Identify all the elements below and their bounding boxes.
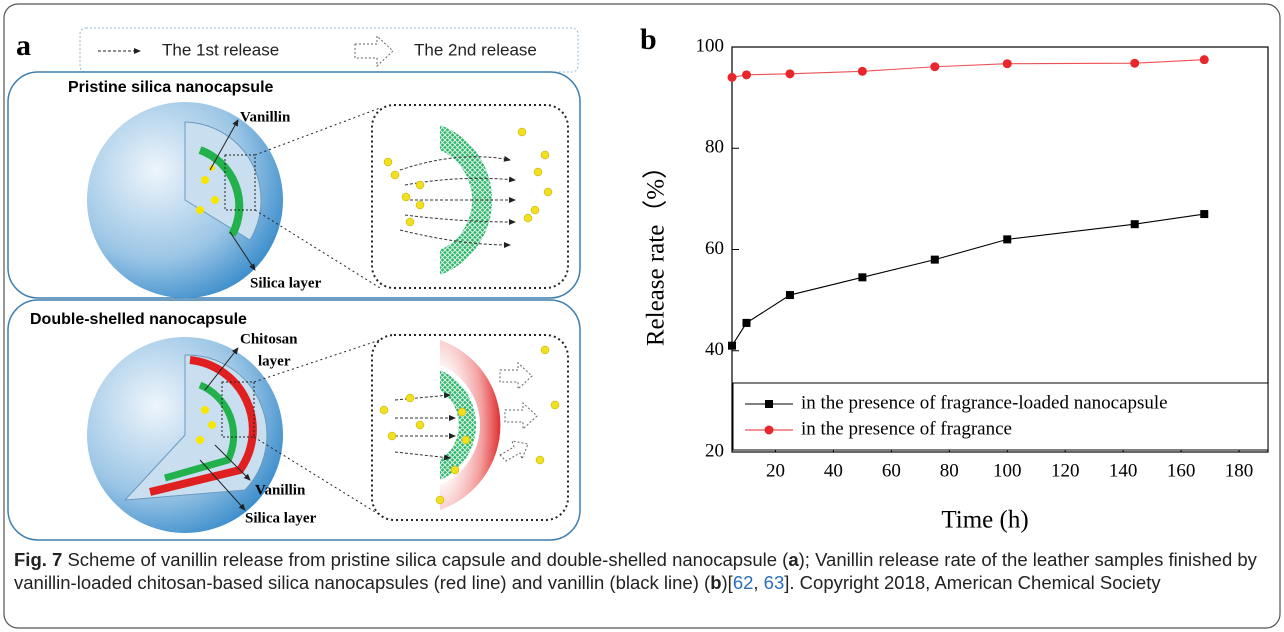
y-tick-label: 60 <box>705 238 724 259</box>
cutaway <box>123 354 268 501</box>
caption-text: )[ <box>721 572 733 593</box>
pointer <box>199 459 246 511</box>
panel-box <box>7 71 581 299</box>
data-point <box>728 341 736 350</box>
legend-marker <box>765 400 773 408</box>
figure-border <box>3 3 1281 629</box>
label: Chitosan <box>240 331 298 347</box>
vanillin-molecules <box>196 406 216 444</box>
zoom-detail <box>371 104 569 289</box>
citation-link[interactable]: 63 <box>763 572 785 593</box>
data-point <box>1130 220 1139 229</box>
legend-label: in the presence of fragrance <box>801 418 1012 439</box>
panel-label: a <box>16 29 31 62</box>
pointer <box>229 231 256 271</box>
chitosan-shell <box>149 356 257 496</box>
caption-text: Scheme of vanillin release from pristine… <box>67 549 789 570</box>
zoom-line <box>253 339 381 383</box>
panel-box <box>7 299 581 541</box>
legend-text: The 2nd release <box>414 40 537 59</box>
data-point <box>1130 58 1140 68</box>
legend-box <box>732 382 1269 451</box>
zoom-box <box>224 154 256 211</box>
zoom-detail <box>371 334 569 521</box>
silica-shell <box>198 146 244 237</box>
data-point <box>742 318 751 327</box>
x-tick-label: 100 <box>993 460 1022 481</box>
vanillin-molecules <box>196 165 219 214</box>
silica-shell <box>164 381 238 482</box>
silica-wall <box>440 125 493 275</box>
x-tick-label: 40 <box>824 460 843 481</box>
data-point <box>858 273 867 282</box>
data-point <box>727 72 737 82</box>
citation-link[interactable]: 62 <box>732 572 754 593</box>
data-point <box>1003 235 1012 244</box>
data-point <box>1199 55 1209 65</box>
caption-text: ); Vanillin release rate of the leather … <box>14 549 1257 593</box>
data-point <box>930 62 940 72</box>
data-point <box>857 66 867 76</box>
x-tick-label: 60 <box>882 460 901 481</box>
y-tick-label: 20 <box>705 440 724 461</box>
open-arrow <box>354 34 394 68</box>
caption-ref: b <box>710 572 722 593</box>
data-point <box>785 69 795 79</box>
chitosan-wall <box>440 340 501 510</box>
label: Vanillin <box>240 109 291 125</box>
data-point <box>1002 59 1012 69</box>
zoom-line <box>254 107 381 156</box>
open-arrows <box>499 361 538 462</box>
y-tick-label: 100 <box>696 35 725 56</box>
caption-label: Fig. 7 <box>14 549 63 570</box>
x-tick-label: 160 <box>1167 460 1196 481</box>
y-axis-title: Release rate（%） <box>642 154 670 346</box>
y-tick-label: 40 <box>705 339 724 360</box>
series-line <box>731 213 1205 346</box>
panel-label: b <box>640 23 657 56</box>
caption-text: , <box>753 572 764 593</box>
legend-text: The 1st release <box>162 40 279 59</box>
pointer <box>209 119 239 171</box>
panel-title: Double-shelled nanocapsule <box>30 311 247 328</box>
legend-label: in the presence of fragrance-loaded nano… <box>801 392 1168 413</box>
x-tick-label: 20 <box>766 460 785 481</box>
label: Silica layer <box>250 275 322 291</box>
vanillin-molecules <box>383 127 553 227</box>
zoom-box <box>221 381 255 438</box>
panel-title: Pristine silica nanocapsule <box>68 79 274 96</box>
label: Silica layer <box>245 510 317 526</box>
x-axis-title: Time (h) <box>941 507 1028 534</box>
data-point <box>741 70 751 80</box>
x-tick-label: 80 <box>940 460 959 481</box>
legend-marker <box>764 425 774 435</box>
release-arrows <box>394 392 456 461</box>
caption: Fig. 7 Scheme of vanillin release from p… <box>14 548 1264 594</box>
caption-text: ]. Copyright 2018, American Chemical Soc… <box>784 572 1161 593</box>
label: Vanillin <box>255 482 306 498</box>
x-tick-label: 140 <box>1109 460 1138 481</box>
vanillin-molecules <box>379 345 560 505</box>
release-arrows <box>399 155 516 248</box>
x-tick-label: 180 <box>1225 460 1254 481</box>
y-tick-label: 80 <box>705 137 724 158</box>
caption-ref: a <box>788 549 799 570</box>
label: layer <box>258 353 291 369</box>
data-point <box>785 291 794 300</box>
data-point <box>930 255 939 264</box>
pointer <box>214 444 251 481</box>
data-point <box>1200 210 1209 219</box>
series-line <box>731 59 1205 78</box>
x-tick-label: 120 <box>1051 460 1080 481</box>
pointer <box>204 347 239 391</box>
